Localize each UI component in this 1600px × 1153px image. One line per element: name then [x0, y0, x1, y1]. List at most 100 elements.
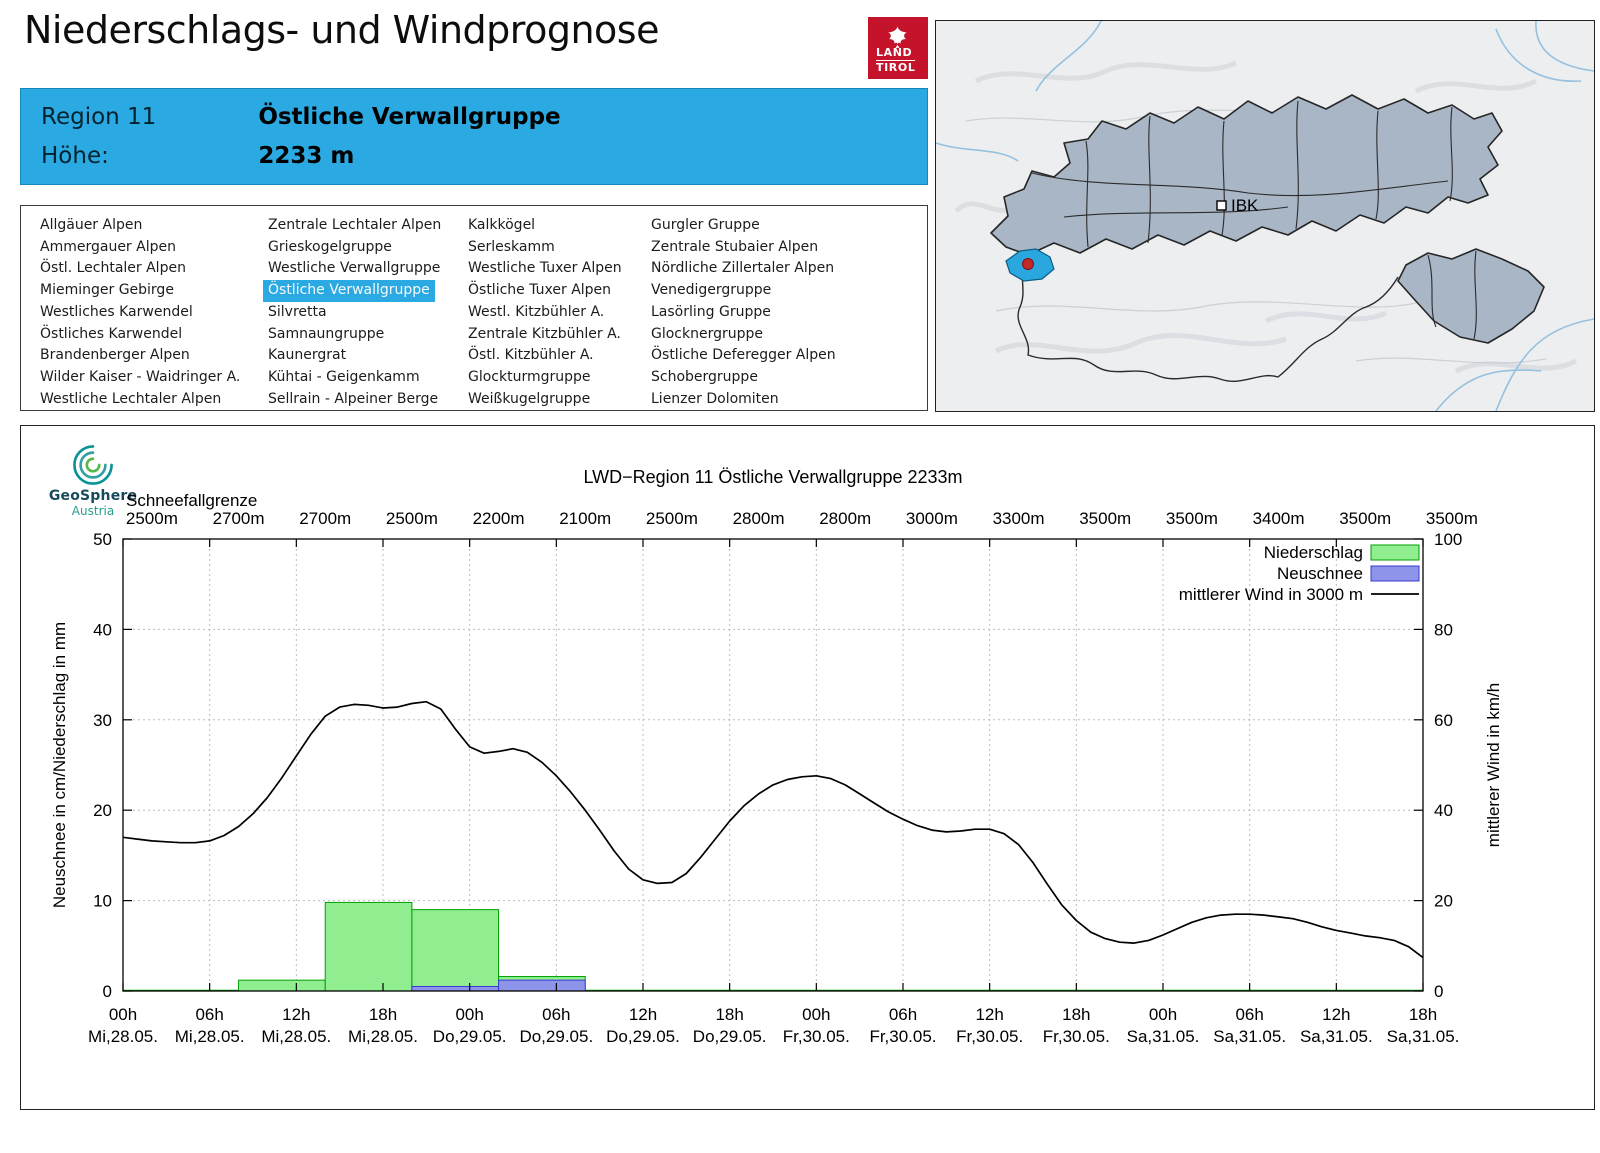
wind-line [122, 700, 1424, 959]
region-column: Kalkkögel Serleskamm Westliche Tuxer Alpen… [463, 215, 646, 410]
snowline-value: 2800m [733, 509, 785, 528]
x-tick-time: 00h [802, 1005, 830, 1024]
region-item[interactable]: Östliches Karwendel [40, 325, 183, 342]
region-item[interactable]: Lienzer Dolomiten [651, 390, 779, 407]
region-item[interactable]: Serleskamm [468, 238, 555, 255]
region-item[interactable]: Östl. Kitzbühler A. [468, 347, 594, 364]
region-list: Allgäuer Alpen Ammergauer Alpen Östl. Lech… [20, 205, 928, 411]
east-tirol-regions[interactable] [1397, 248, 1545, 344]
y-tick-left-label: 40 [93, 620, 112, 639]
x-tick-time: 00h [109, 1005, 137, 1024]
land-tirol-logo: LAND TIROL [868, 17, 928, 79]
region-item[interactable]: Östliche Verwallgruppe [263, 280, 435, 302]
x-tick-date: Sa,31.05. [1127, 1027, 1200, 1046]
region-item[interactable]: Venedigergruppe [651, 282, 772, 299]
region-item[interactable]: Zentrale Lechtaler Alpen [268, 217, 442, 233]
region-item[interactable]: Wilder Kaiser - Waidringer A. [40, 368, 241, 385]
north-tirol-regions[interactable] [990, 94, 1503, 256]
region-item[interactable]: Kalkkögel [468, 217, 536, 233]
region-item[interactable]: Sellrain - Alpeiner Berge [268, 390, 439, 407]
x-tick-date: Sa,31.05. [1300, 1027, 1373, 1046]
legend-label: Niederschlag [1264, 543, 1363, 562]
altitude-value: 2233 m [258, 143, 355, 169]
ibk-label: IBK [1231, 196, 1259, 215]
x-tick-time: 18h [1409, 1005, 1437, 1024]
region-item[interactable]: Zentrale Kitzbühler A. [468, 325, 621, 342]
region-item[interactable]: Glocknergruppe [651, 325, 764, 342]
y-tick-left-label: 10 [93, 892, 112, 911]
precipitation-bar [411, 909, 500, 992]
region-item[interactable]: Nördliche Zillertaler Alpen [651, 260, 835, 277]
region-item[interactable]: Gurgler Gruppe [651, 217, 760, 233]
precipitation-bar [324, 901, 413, 992]
region-item[interactable]: Weißkugelgruppe [468, 390, 591, 407]
new-snow-bar [411, 985, 500, 992]
region-column: Zentrale Lechtaler Alpen Grieskogelgruppe… [263, 215, 463, 410]
region-item[interactable]: Lasörling Gruppe [651, 303, 771, 320]
x-tick-time: 18h [369, 1005, 397, 1024]
tirol-map[interactable]: IBK [935, 20, 1595, 412]
region-item[interactable]: Westliche Lechtaler Alpen [40, 390, 222, 407]
x-tick-time: 06h [195, 1005, 223, 1024]
state-border [1017, 254, 1399, 382]
y-axis-title-right: mittlerer Wind in km/h [1484, 683, 1503, 847]
region-item[interactable]: Westliches Karwendel [40, 303, 193, 320]
ibk-marker-icon [1216, 200, 1227, 211]
x-tick-date: Do,29.05. [606, 1027, 680, 1046]
region-borders [1031, 100, 1477, 340]
region-item[interactable]: Schobergruppe [651, 368, 758, 385]
region-item[interactable]: Westl. Kitzbühler A. [468, 303, 605, 320]
snowline-value: 3000m [906, 509, 958, 528]
y-axis-title-left: Neuschnee in cm/Niederschlag in mm [50, 622, 69, 908]
y-tick-right-label: 60 [1434, 711, 1453, 730]
x-tick-date: Mi,28.05. [348, 1027, 418, 1046]
region-item[interactable]: Östl. Lechtaler Alpen [40, 260, 186, 277]
region-item[interactable]: Samnaungruppe [268, 325, 385, 342]
land-tirol-wordmark: LAND TIROL [876, 46, 916, 74]
selected-region-marker [1022, 258, 1034, 270]
region-item[interactable]: Mieminger Gebirge [40, 282, 174, 299]
x-tick-time: 06h [542, 1005, 570, 1024]
region-item[interactable]: Allgäuer Alpen [40, 217, 143, 233]
x-tick-time: 12h [1322, 1005, 1350, 1024]
snowline-value: 2500m [646, 509, 698, 528]
region-header: Region 11 Östliche Verwallgruppe Höhe: 2… [20, 88, 928, 185]
region-item[interactable]: Glockturmgruppe [468, 368, 591, 385]
precipitation-bar [238, 979, 326, 992]
x-tick-date: Do,29.05. [433, 1027, 507, 1046]
forecast-chart: 00h Mi,28.05. 06h Mi,28.05. 12h Mi,28.05. 18h M… [50, 467, 1503, 1046]
y-tick-left-label: 30 [93, 711, 112, 730]
x-tick-time: 12h [282, 1005, 310, 1024]
region-item[interactable]: Kühtai - Geigenkamm [268, 368, 420, 385]
region-column: Allgäuer Alpen Ammergauer Alpen Östl. Lech… [35, 215, 263, 410]
region-item[interactable]: Silvretta [268, 303, 327, 320]
new-snow-bar [498, 979, 586, 992]
x-tick-date: Mi,28.05. [261, 1027, 331, 1046]
x-tick-time: 18h [1062, 1005, 1090, 1024]
region-item[interactable]: Östliche Deferegger Alpen [651, 347, 836, 364]
region-item[interactable]: Kaunergrat [268, 347, 347, 364]
snowline-label: Schneefallgrenze [126, 491, 257, 510]
y-tick-right-label: 80 [1434, 620, 1453, 639]
region-item[interactable]: Zentrale Stubaier Alpen [651, 238, 819, 255]
legend-label: mittlerer Wind in 3000 m [1179, 585, 1363, 604]
x-tick-date: Sa,31.05. [1213, 1027, 1286, 1046]
y-tick-left-label: 50 [93, 530, 112, 549]
x-tick-date: Sa,31.05. [1387, 1027, 1460, 1046]
snowline-value: 2500m [126, 509, 178, 528]
region-item[interactable]: Grieskogelgruppe [268, 238, 392, 255]
region-item[interactable]: Westliche Tuxer Alpen [468, 260, 622, 277]
y-tick-right-label: 40 [1434, 801, 1453, 820]
region-item[interactable]: Ammergauer Alpen [40, 238, 176, 255]
region-item[interactable]: Westliche Verwallgruppe [268, 260, 441, 277]
region-item[interactable]: Östliche Tuxer Alpen [468, 282, 612, 299]
snowline-value: 2500m [386, 509, 438, 528]
region-item[interactable]: Brandenberger Alpen [40, 347, 190, 364]
snowline-value: 2100m [559, 509, 611, 528]
x-tick-date: Do,29.05. [693, 1027, 767, 1046]
legend-swatch [1370, 565, 1420, 582]
x-tick-time: 12h [629, 1005, 657, 1024]
y-tick-left-label: 0 [103, 982, 112, 1001]
chart-frame [122, 538, 1424, 992]
x-tick-date: Fr,30.05. [956, 1027, 1023, 1046]
